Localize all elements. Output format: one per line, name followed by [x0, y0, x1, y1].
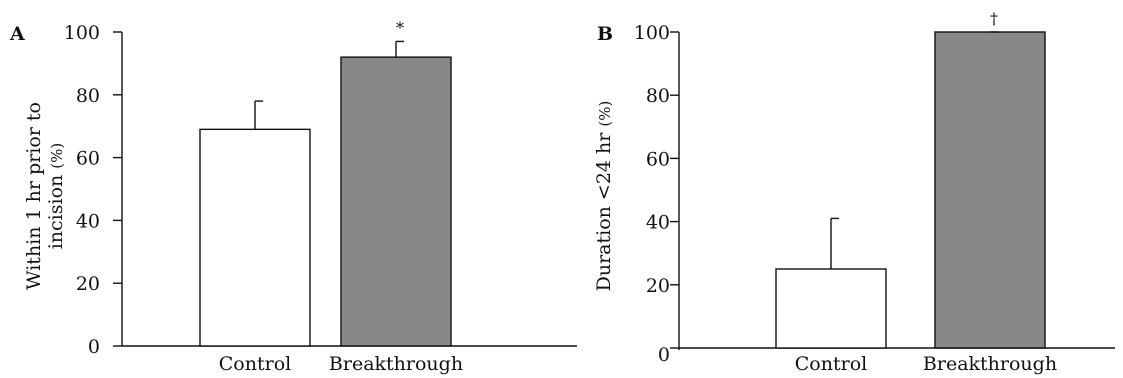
bar-breakthrough [340, 56, 452, 347]
y-tick-label: 20 [76, 273, 100, 295]
y-tick-label: 100 [64, 22, 100, 44]
panel-b-ylabel-unit: (%) [596, 101, 614, 127]
panel-a-plot-area: 0 20 40 60 80 100 Control * Breakthrough [64, 18, 577, 375]
panel-a-ylabel-line1: Within 1 hr prior to [23, 102, 45, 290]
panel-a-label: A [9, 23, 25, 45]
panel-b-label: B [597, 23, 613, 45]
y-tick-label: 40 [646, 212, 670, 234]
y-tick-label: 60 [646, 148, 670, 170]
y-tick-label: 20 [646, 275, 670, 297]
y-tick-label: 0 [88, 336, 100, 358]
panel-b-plot-area: 0 20 40 60 80 100 Control † Breakthrough [634, 9, 1115, 375]
panel-b: B Duration <24 hr (%) 0 20 40 60 80 100 Contro… [593, 9, 1115, 375]
panel-a-ylabel-unit: (%) [48, 143, 66, 169]
significance-marker: † [990, 9, 998, 28]
y-tick-label: 60 [76, 148, 100, 170]
x-category-label: Breakthrough [329, 353, 463, 375]
panel-a-ylabel-line2: incision (%) [45, 143, 67, 250]
bar-breakthrough [934, 31, 1046, 349]
panel-b-ylabel: Duration <24 hr (%) [593, 101, 615, 292]
bar-control [199, 128, 311, 347]
significance-marker: * [396, 18, 404, 37]
x-category-label: Control [795, 353, 867, 375]
panel-a: A Within 1 hr prior to incision (%) 0 20 4… [9, 18, 577, 375]
x-category-label: Breakthrough [923, 353, 1057, 375]
y-tick-label: 80 [646, 85, 670, 107]
y-tick-label: 80 [76, 85, 100, 107]
y-tick-label: 100 [634, 22, 670, 44]
bar-control [775, 268, 887, 349]
y-tick-label: 0 [658, 344, 670, 366]
x-category-label: Control [219, 353, 291, 375]
y-tick-label: 40 [76, 210, 100, 232]
